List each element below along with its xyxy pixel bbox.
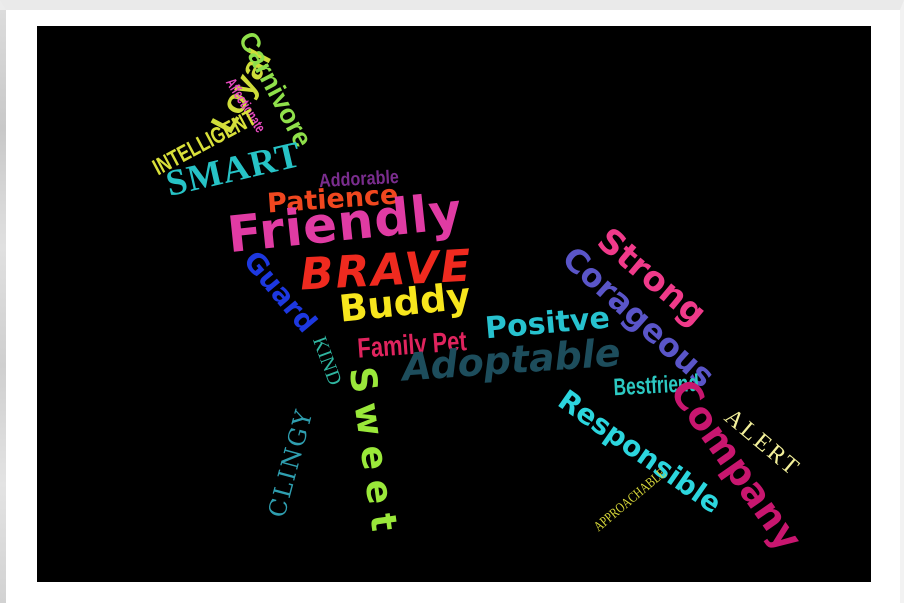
word-sweet: Sweet [340,364,406,544]
word-cloud-canvas: Loyal Carnivore Affectionate INTELLIGENT… [37,26,871,582]
word-approachable: APPROACHABLE [591,466,670,535]
left-edge-strip [0,10,6,603]
word-kind: KIND [308,333,346,389]
word-buddy: Buddy [337,274,473,331]
word-clingy: CLINGY [262,405,319,521]
